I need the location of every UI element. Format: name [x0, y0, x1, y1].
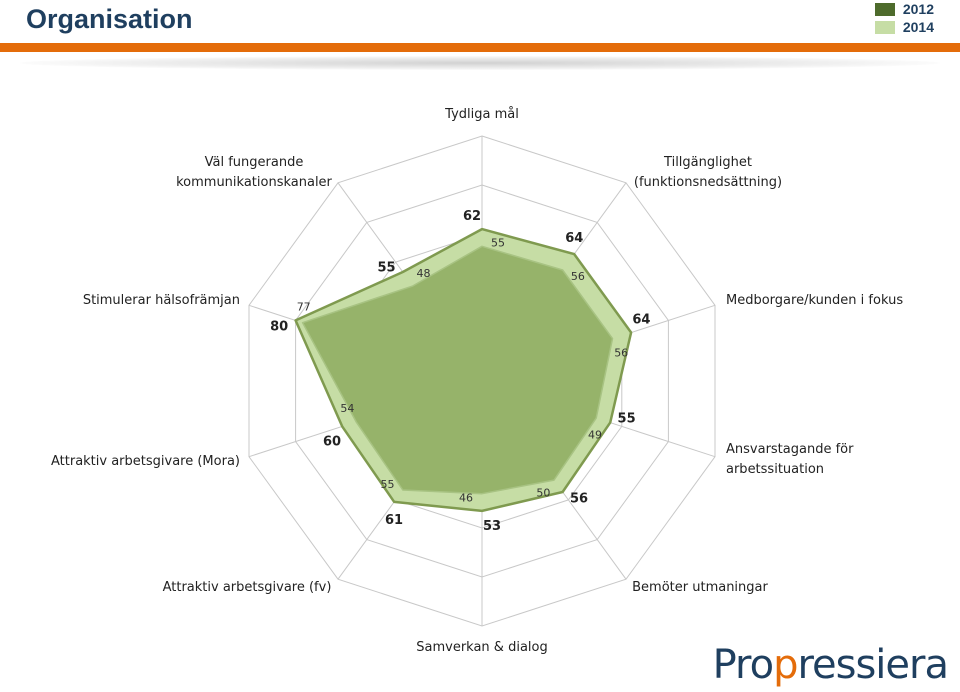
data-label-2012-7: 54: [340, 402, 354, 415]
data-label-2012-8: 77: [297, 300, 311, 313]
axis-label-1: Tillgänglighet (funktionsnedsättning): [634, 155, 782, 190]
data-label-2012-0: 55: [491, 236, 505, 249]
data-label-2014-0: 62: [463, 209, 481, 224]
axis-label-line: Väl fungerande: [205, 155, 304, 170]
axis-label-line: Ansvarstagande för: [726, 442, 854, 457]
axis-label-line: Attraktiv arbetsgivare (fv): [163, 580, 332, 595]
data-label-2014-3: 55: [618, 412, 636, 427]
data-label-2012-3: 49: [588, 429, 602, 442]
axis-label-line: kommunikationskanaler: [176, 175, 332, 190]
data-label-2012-9: 48: [417, 267, 431, 280]
axis-label-line: Bemöter utmaningar: [632, 580, 768, 595]
data-label-2014-2: 64: [632, 313, 650, 328]
page-title: Organisation: [26, 4, 193, 34]
axis-label-4: Bemöter utmaningar: [632, 580, 768, 595]
axis-label-5: Samverkan & dialog: [416, 640, 547, 655]
data-label-2012-1: 56: [571, 270, 585, 283]
header-shadow: [20, 56, 940, 70]
data-label-2014-9: 55: [377, 261, 395, 276]
axis-label-7: Attraktiv arbetsgivare (Mora): [51, 454, 240, 469]
logo-text-rest: ressiera: [797, 642, 949, 688]
axis-label-line: Medborgare/kunden i fokus: [726, 293, 903, 308]
logo-text-main: Pro: [712, 642, 774, 688]
propressiera-logo: Propressiera: [712, 642, 949, 688]
legend-item-2014: 2014: [874, 18, 934, 36]
axis-label-line: Samverkan & dialog: [416, 640, 547, 655]
data-label-2014-8: 80: [270, 320, 288, 335]
data-label-2012-2: 56: [614, 347, 628, 360]
legend-item-2012: 2012: [874, 0, 934, 18]
legend: 2012 2014: [874, 0, 934, 36]
legend-label-2012: 2012: [902, 1, 934, 17]
axis-label-line: (funktionsnedsättning): [634, 175, 782, 190]
series-2012-area: [301, 245, 614, 495]
axis-label-9: Väl fungerande kommunikationskanaler: [176, 155, 332, 190]
header-divider: [0, 43, 960, 52]
axis-label-2: Medborgare/kunden i fokus: [726, 293, 903, 308]
axis-label-line: arbetssituation: [726, 462, 824, 477]
axis-label-8: Stimulerar hälsofrämjan: [83, 293, 240, 308]
axis-label-line: Tillgänglighet: [663, 155, 752, 170]
data-label-2014-1: 64: [565, 231, 583, 246]
axis-label-line: Tydliga mål: [444, 107, 519, 122]
axis-label-3: Ansvarstagande för arbetssituation: [726, 442, 854, 477]
data-label-2014-5: 53: [483, 519, 501, 534]
axis-label-6: Attraktiv arbetsgivare (fv): [163, 580, 332, 595]
axis-label-0: Tydliga mål: [444, 107, 519, 122]
axis-label-line: Attraktiv arbetsgivare (Mora): [51, 454, 240, 469]
data-label-2014-4: 56: [570, 491, 588, 506]
legend-swatch-2012: [874, 2, 895, 16]
legend-label-2014: 2014: [902, 19, 934, 35]
data-label-2012-5: 46: [459, 492, 473, 505]
logo-text-accent: p: [773, 642, 798, 688]
axis-label-line: Stimulerar hälsofrämjan: [83, 293, 240, 308]
data-label-2014-7: 60: [323, 434, 341, 449]
data-label-2012-4: 50: [536, 487, 550, 500]
data-label-2014-6: 61: [385, 513, 403, 528]
legend-swatch-2014: [874, 20, 895, 34]
data-label-2012-6: 55: [381, 478, 395, 491]
